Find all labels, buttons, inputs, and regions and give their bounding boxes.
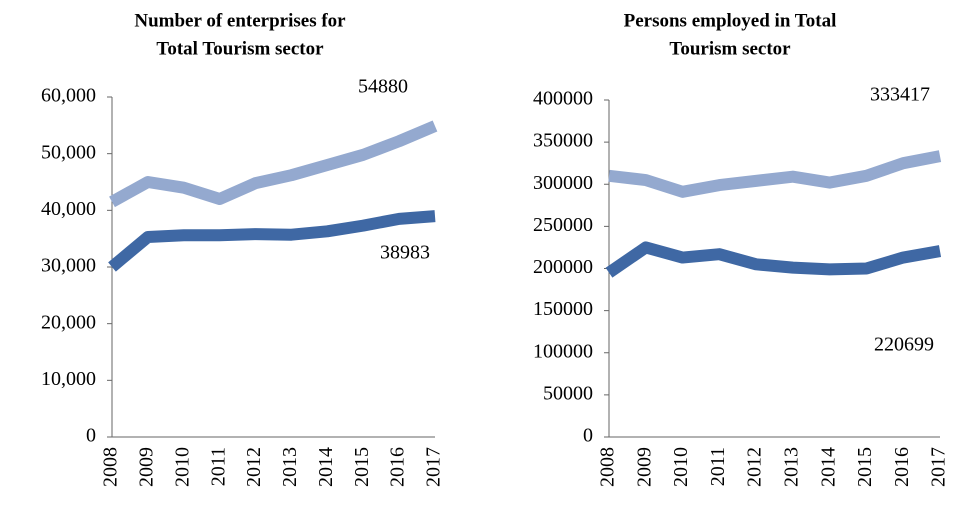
x-tick-label: 2010 (171, 447, 193, 487)
y-tick-label: 20,000 (41, 311, 96, 333)
x-tick-label: 2016 (387, 447, 409, 487)
y-tick-label: 300000 (533, 172, 593, 194)
y-tick-label: 350000 (533, 130, 593, 152)
data-label: 220699 (874, 334, 934, 356)
x-tick-label: 2008 (597, 447, 619, 487)
x-tick-label: 2009 (135, 447, 157, 487)
x-tick-label: 2012 (243, 447, 265, 487)
x-tick-label: 2010 (670, 447, 692, 487)
line (608, 150, 942, 198)
x-tick-label: 2017 (423, 447, 445, 487)
x-tick-label: 2014 (817, 447, 839, 487)
x-tick-label: 2011 (707, 447, 729, 486)
y-tick-label: 60,000 (41, 85, 96, 107)
y-tick-label: 100000 (533, 340, 593, 362)
y-tick-label: 50,000 (41, 141, 96, 163)
x-tick-label: 2015 (854, 447, 876, 487)
x-tick-label: 2009 (633, 447, 655, 487)
x-tick-label: 2012 (744, 447, 766, 487)
y-tick-label: 250000 (533, 214, 593, 236)
x-tick-label: 2013 (780, 447, 802, 487)
y-tick-label: 150000 (533, 298, 593, 320)
y-tick-label: 40,000 (41, 198, 96, 220)
y-tick-label: 50000 (543, 382, 593, 404)
y-tick-label: 400000 (533, 88, 593, 110)
y-tick-label: 200000 (533, 256, 593, 278)
data-label: 54880 (358, 76, 408, 98)
chart-title: Total Tourism sector (156, 38, 324, 59)
y-tick-label: 0 (86, 425, 96, 447)
y-tick-label: 10,000 (41, 368, 96, 390)
x-tick-label: 2011 (207, 447, 229, 486)
x-tick-label: 2016 (891, 447, 913, 487)
chart-title: Number of enterprises for (134, 10, 346, 31)
x-tick-label: 2013 (279, 447, 301, 487)
chart-title: Persons employed in Total (624, 10, 837, 31)
x-tick-label: 2017 (928, 447, 950, 487)
line (605, 241, 942, 278)
y-tick-label: 0 (583, 425, 593, 447)
x-tick-label: 2015 (351, 447, 373, 487)
y-tick-label: 30,000 (41, 255, 96, 277)
line (108, 210, 436, 272)
data-label: 333417 (870, 84, 930, 106)
data-label: 38983 (380, 242, 430, 264)
chart-title: Tourism sector (669, 38, 791, 59)
x-tick-label: 2014 (315, 447, 337, 487)
x-tick-label: 2008 (100, 447, 122, 487)
line (109, 120, 438, 208)
